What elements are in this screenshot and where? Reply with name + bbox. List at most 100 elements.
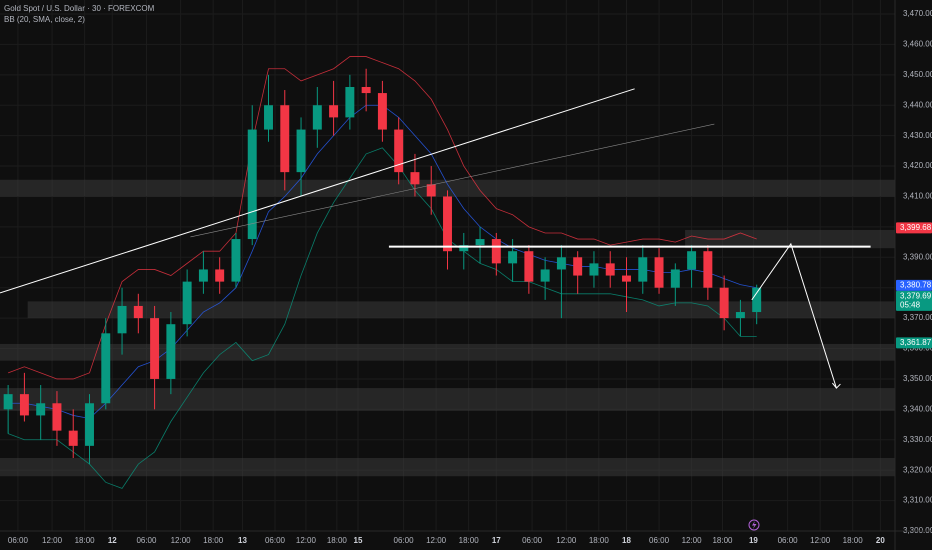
candle-body — [540, 269, 550, 282]
candle-body — [296, 129, 306, 173]
candle-body — [377, 93, 387, 130]
y-tick-label: 3,370.00 — [903, 313, 932, 322]
candle-body — [85, 403, 94, 446]
x-tick-label: 12:00 — [171, 536, 192, 545]
candle-body — [264, 105, 273, 130]
y-tick-label: 3,410.00 — [903, 192, 932, 201]
candle-body — [556, 257, 566, 270]
countdown: 05:48 — [900, 300, 921, 309]
candle-body — [459, 245, 469, 252]
x-tick-label: 12:00 — [810, 536, 831, 545]
price-label: 3,399.68 — [900, 223, 932, 232]
x-tick-label: 17 — [492, 536, 501, 545]
x-tick-label: 19 — [749, 536, 758, 545]
x-tick-label: 13 — [238, 536, 247, 545]
x-tick-label: 18:00 — [327, 536, 348, 545]
y-tick-label: 3,330.00 — [903, 435, 932, 444]
candle-body — [133, 305, 143, 319]
price-label-box — [896, 337, 932, 349]
x-tick-label: 18:00 — [712, 536, 733, 545]
y-tick-label: 3,320.00 — [903, 465, 932, 474]
drawing-line — [0, 88, 635, 294]
candle-body — [573, 257, 583, 276]
candle-body — [231, 239, 241, 282]
y-tick-label: 3,350.00 — [903, 374, 932, 383]
x-tick-label: 06:00 — [522, 536, 543, 545]
candle-body — [491, 239, 501, 264]
y-tick-label: 3,310.00 — [903, 496, 932, 505]
candle-body — [443, 196, 452, 252]
x-tick-label: 12 — [108, 536, 117, 545]
y-tick-label: 3,390.00 — [903, 252, 932, 261]
band-line — [7, 56, 757, 380]
y-tick-label: 3,450.00 — [903, 70, 932, 79]
price-label: 3,379.69 — [900, 291, 932, 300]
candle-body — [182, 281, 192, 325]
candle-body — [703, 251, 713, 288]
replay-icon[interactable] — [748, 519, 760, 531]
candle-body — [150, 318, 160, 379]
zone — [685, 229, 895, 249]
candle-body — [68, 430, 78, 446]
candle-body — [508, 251, 518, 264]
y-tick-label: 3,420.00 — [903, 161, 932, 170]
price-label-box — [896, 290, 932, 311]
arrow-head — [832, 382, 841, 389]
y-tick-label: 3,470.00 — [903, 9, 932, 18]
x-tick-label: 18 — [622, 536, 631, 545]
candle-body — [3, 394, 13, 410]
x-tick-label: 06:00 — [8, 536, 29, 545]
candle-body — [312, 105, 322, 130]
x-tick-label: 12:00 — [426, 536, 447, 545]
candle-body — [589, 263, 599, 276]
x-tick-label: 06:00 — [265, 536, 286, 545]
x-tick-label: 12:00 — [682, 536, 703, 545]
candle-body — [52, 403, 62, 431]
candle-body — [215, 269, 225, 282]
x-tick-label: 15 — [354, 536, 363, 545]
x-tick-label: 12:00 — [42, 536, 63, 545]
candle-body — [687, 251, 697, 270]
candle-body — [394, 129, 404, 173]
candle-body — [605, 263, 615, 276]
x-tick-label: 06:00 — [649, 536, 670, 545]
x-tick-label: 06:00 — [136, 536, 157, 545]
candle-body — [524, 251, 534, 282]
zone — [0, 343, 895, 361]
candle-body — [101, 333, 111, 404]
candle-body — [752, 287, 762, 313]
candle-body — [735, 312, 745, 319]
price-label-box — [896, 279, 932, 291]
x-tick-label: 18:00 — [75, 536, 96, 545]
x-tick-label: 18:00 — [589, 536, 610, 545]
price-label: 3,361.87 — [900, 338, 932, 347]
candle-body — [622, 275, 631, 282]
candle-body — [36, 403, 46, 416]
drawing-line — [190, 123, 715, 238]
x-tick-label: 06:00 — [778, 536, 799, 545]
x-tick-label: 18:00 — [843, 536, 864, 545]
price-label-box — [896, 222, 932, 234]
zone — [0, 458, 895, 477]
candle-body — [247, 129, 257, 240]
candle-body — [638, 257, 648, 282]
candle-body — [654, 257, 664, 288]
y-tick-label: 3,460.00 — [903, 40, 932, 49]
candle-body — [410, 172, 420, 185]
y-tick-label: 3,340.00 — [903, 404, 932, 413]
candle-body — [426, 184, 436, 197]
candle-body — [670, 269, 680, 288]
x-tick-label: 12:00 — [296, 536, 317, 545]
zone — [27, 301, 896, 319]
x-tick-label: 06:00 — [394, 536, 415, 545]
x-tick-label: 18:00 — [203, 536, 224, 545]
x-tick-label: 18:00 — [459, 536, 480, 545]
candle-body — [345, 86, 355, 118]
zone — [0, 388, 895, 411]
indicator-label: BB (20, SMA, close, 2) — [4, 15, 85, 24]
candle-body — [475, 239, 485, 246]
candle-body — [361, 86, 371, 94]
candle-body — [19, 394, 29, 416]
drawing-line — [751, 242, 837, 389]
